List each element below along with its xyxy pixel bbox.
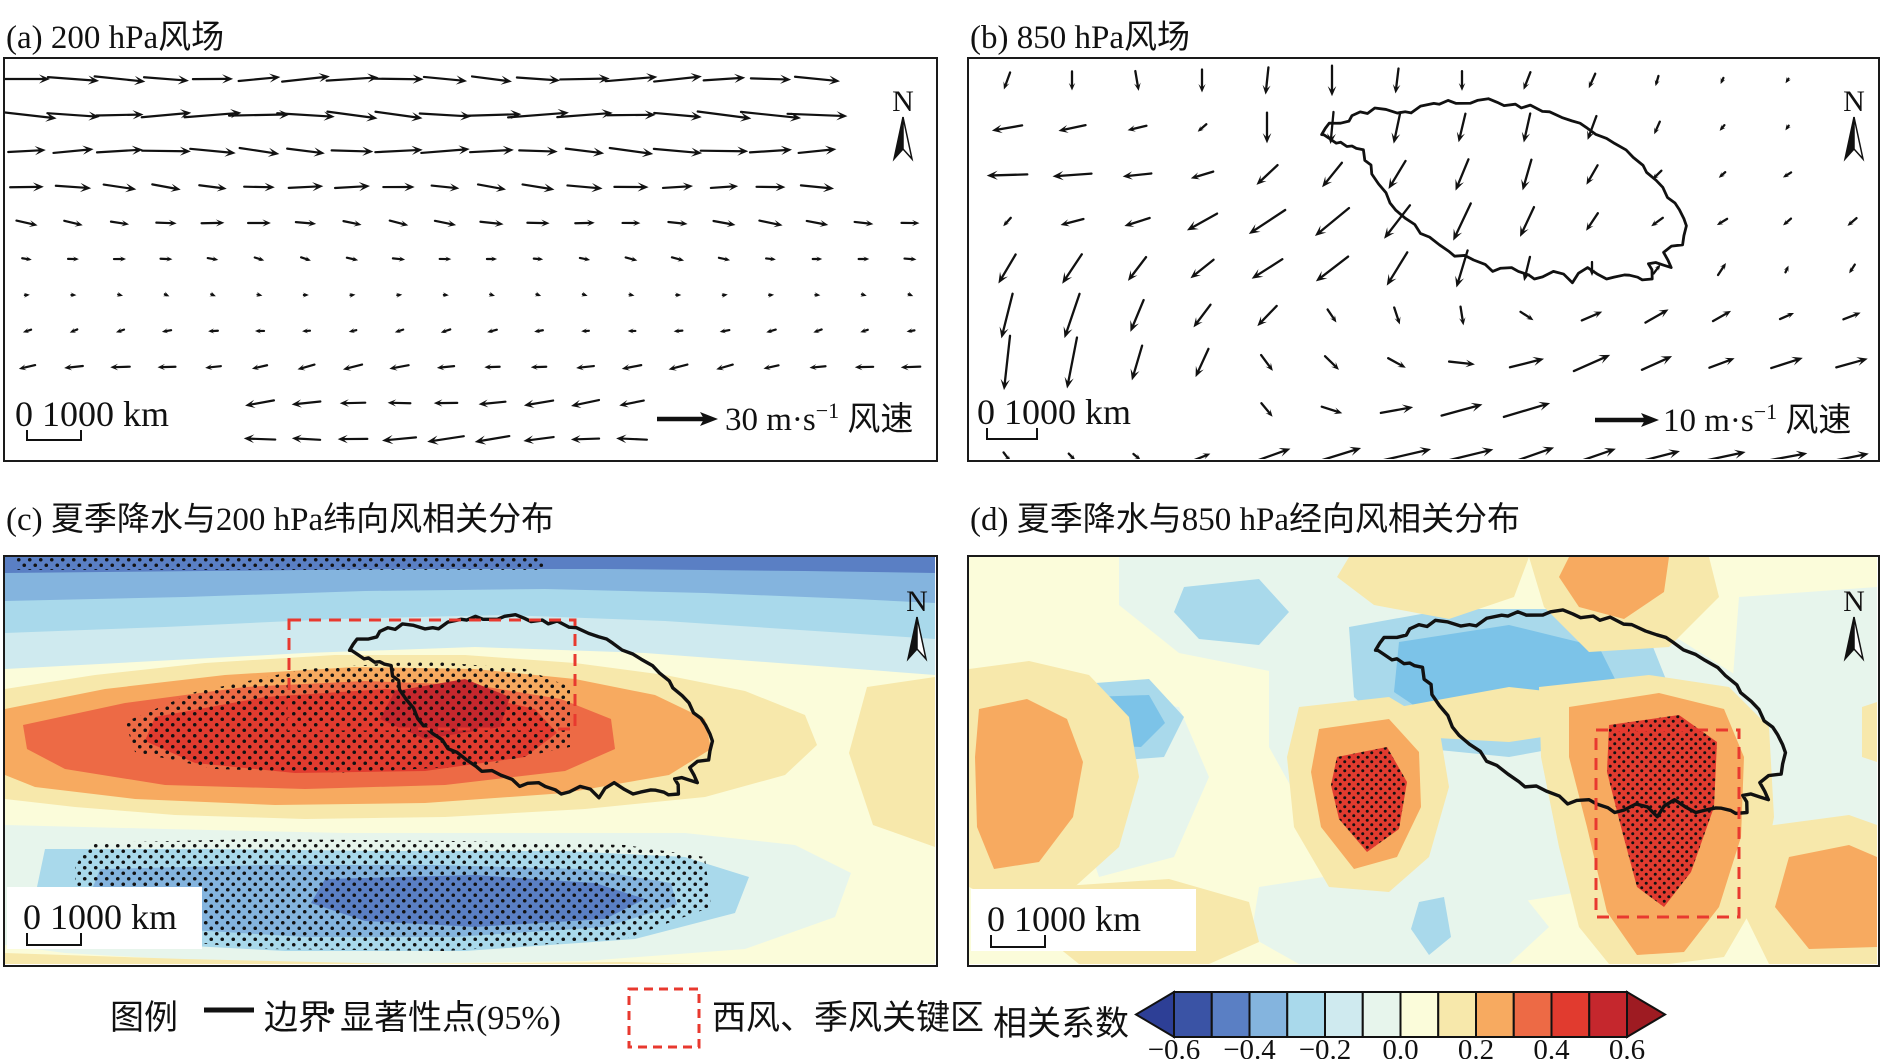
north-arrow: N xyxy=(892,85,914,162)
wind-field-850hpa: 0 1000 km 10 m·s−1 风速 N xyxy=(977,64,1869,459)
svg-text:N: N xyxy=(1843,585,1865,618)
legend-row: 图例 边界 显著性点(95%) 西风、季风关键区 相关系数 −0.6 −0.4 −0… xyxy=(0,978,1883,1059)
colorbar-tick: −0.2 xyxy=(1299,1034,1352,1059)
svg-text:N: N xyxy=(906,585,928,618)
scale-bar: 0 1000 km xyxy=(15,394,169,441)
panel-d-title: (d) 夏季降水与850 hPa经向风相关分布 xyxy=(970,502,1520,538)
plateau-boundary-outline xyxy=(1373,608,1788,819)
significance-dot-symbol xyxy=(327,1007,335,1015)
colorbar-tick: −0.6 xyxy=(1148,1034,1201,1059)
colorbar-cells xyxy=(1134,990,1667,1039)
scale-bar: 0 1000 km xyxy=(977,392,1131,440)
key-region-rect xyxy=(287,618,577,731)
panel-b-title: (b) 850 hPa风场 xyxy=(970,20,1190,56)
svg-text:0 1000 km: 0 1000 km xyxy=(977,392,1131,432)
svg-text:0 1000 km: 0 1000 km xyxy=(987,899,1141,939)
svg-text:10 m·s−1 风速: 10 m·s−1 风速 xyxy=(1663,399,1851,439)
north-arrow: N xyxy=(1843,85,1865,162)
correlation-map-200hpa: 0 1000 km N xyxy=(5,557,935,964)
panel-b-map: 0 1000 km 10 m·s−1 风速 N xyxy=(967,57,1880,462)
legend-title: 图例 xyxy=(110,1000,178,1037)
wind-arrows xyxy=(5,72,922,445)
legend-significance-label: 显著性点(95%) xyxy=(340,1000,561,1037)
colorbar-tick: −0.4 xyxy=(1223,1034,1276,1059)
legend-key-region-label: 西风、季风关键区 xyxy=(712,1000,984,1037)
panel-a-title: (a) 200 hPa风场 xyxy=(6,20,225,56)
wind-arrows xyxy=(986,64,1869,459)
legend-boundary-label: 边界 xyxy=(264,1000,332,1037)
colorbar-tick: 0.2 xyxy=(1458,1034,1494,1059)
svg-text:0 1000 km: 0 1000 km xyxy=(15,394,169,434)
panel-c-map: 0 1000 km N xyxy=(3,555,938,967)
svg-text:N: N xyxy=(892,85,914,118)
plateau-boundary-outline xyxy=(347,612,715,800)
plateau-boundary-outline xyxy=(1320,97,1688,285)
colorbar: −0.6 −0.4 −0.2 0.0 0.2 0.4 0.6 xyxy=(1134,990,1667,1059)
svg-text:30 m·s−1 风速: 30 m·s−1 风速 xyxy=(725,398,913,438)
key-region-box-symbol xyxy=(627,987,701,1049)
significance-stipple xyxy=(17,557,711,951)
north-arrow: N xyxy=(906,585,928,662)
svg-text:0 1000 km: 0 1000 km xyxy=(23,897,177,937)
key-region-rect xyxy=(1594,728,1741,919)
wind-reference: 10 m·s−1 风速 xyxy=(1595,399,1851,439)
panel-a-map: 0 1000 km 30 m·s−1 风速 N xyxy=(3,57,938,462)
colorbar-tick: 0.0 xyxy=(1382,1034,1418,1059)
panel-d-map: 0 1000 km N xyxy=(967,555,1880,967)
boundary-line-symbol xyxy=(204,1007,254,1013)
svg-text:N: N xyxy=(1843,85,1865,118)
scale-bar: 0 1000 km xyxy=(7,887,202,949)
wind-reference: 30 m·s−1 风速 xyxy=(657,398,913,438)
panel-c-title: (c) 夏季降水与200 hPa纬向风相关分布 xyxy=(6,502,555,538)
wind-field-200hpa: 0 1000 km 30 m·s−1 风速 N xyxy=(5,72,922,445)
colorbar-label: 相关系数 xyxy=(993,1006,1129,1043)
colorbar-tick: 0.6 xyxy=(1609,1034,1645,1059)
colorbar-tick: 0.4 xyxy=(1533,1034,1570,1059)
scale-bar: 0 1000 km xyxy=(971,889,1196,951)
north-arrow: N xyxy=(1843,585,1865,662)
correlation-map-850hpa: 0 1000 km N xyxy=(969,557,1877,964)
